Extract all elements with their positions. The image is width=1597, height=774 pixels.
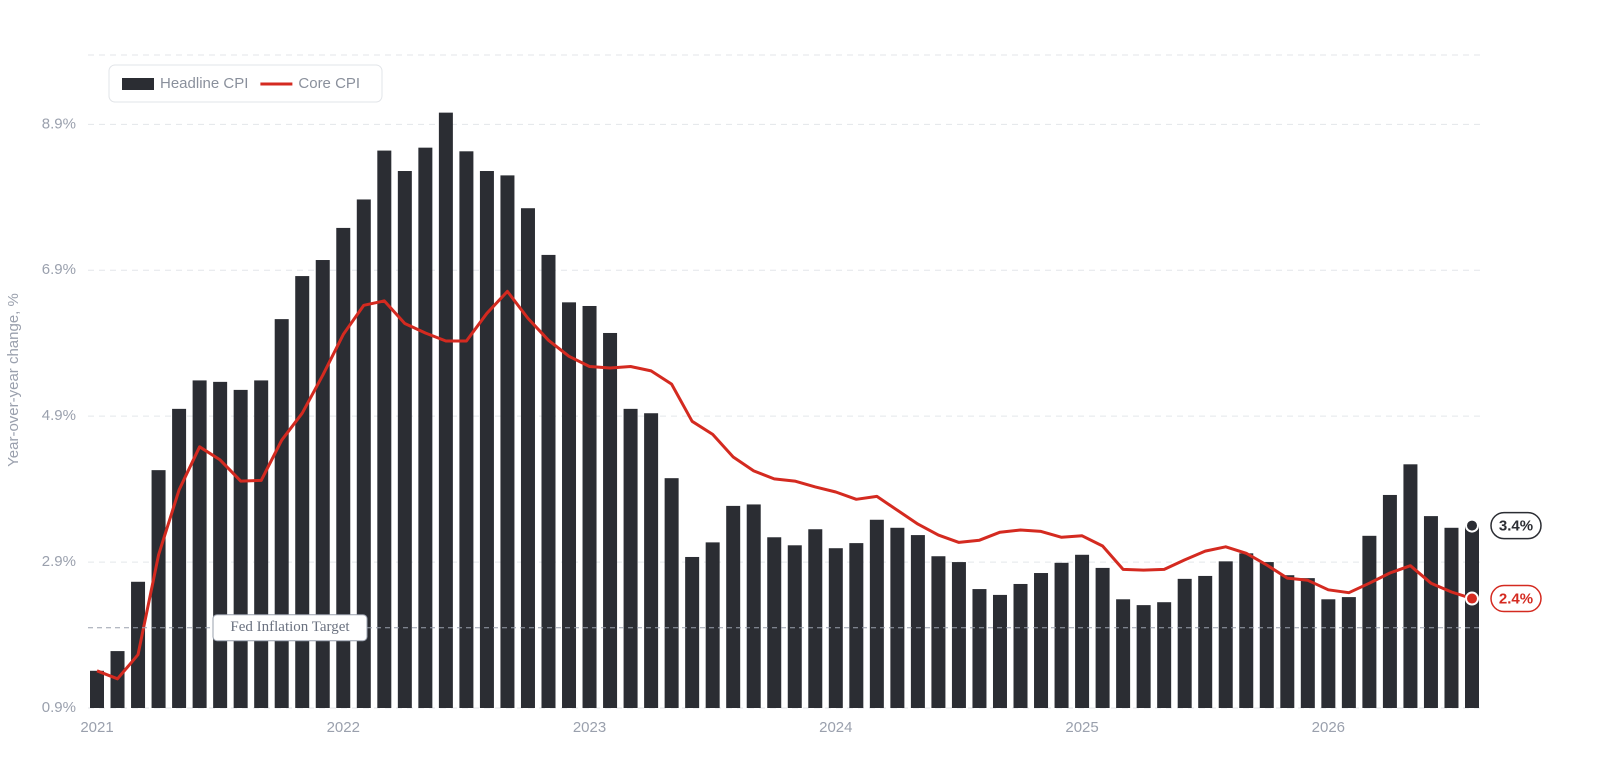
bar xyxy=(233,389,248,708)
bar xyxy=(1280,575,1295,708)
reference-label-box xyxy=(212,614,368,642)
bar xyxy=(890,527,905,708)
bar xyxy=(397,171,412,709)
y-tick-label: 6.9% xyxy=(42,261,76,278)
x-tick-label: 2026 xyxy=(1312,719,1345,736)
bar xyxy=(295,276,310,708)
bar xyxy=(562,302,577,708)
bar xyxy=(356,199,371,708)
bar xyxy=(1300,578,1315,708)
reference-label: Fed Inflation Target xyxy=(230,619,350,635)
bar xyxy=(1116,599,1131,708)
bar xyxy=(767,537,782,708)
bar xyxy=(603,332,618,708)
bar xyxy=(541,254,556,708)
bar xyxy=(438,112,453,709)
bar xyxy=(151,470,166,708)
bar xyxy=(1054,562,1069,708)
x-tick-label: 2025 xyxy=(1065,719,1098,736)
bar xyxy=(1075,554,1090,708)
x-tick-label: 2021 xyxy=(80,719,113,736)
x-tick-label: 2022 xyxy=(327,719,360,736)
x-tick-label: 2024 xyxy=(819,719,852,736)
bar xyxy=(377,150,392,709)
bar xyxy=(90,670,104,708)
bar xyxy=(1465,525,1479,708)
bar xyxy=(336,227,351,709)
bar xyxy=(623,408,638,708)
bar xyxy=(705,542,720,708)
bar xyxy=(131,581,146,708)
bar xyxy=(1136,605,1151,708)
bar xyxy=(931,556,946,708)
bar xyxy=(1341,597,1356,708)
y-tick-label: 0.9% xyxy=(42,699,76,716)
x-tick-label: 2023 xyxy=(573,719,606,736)
bar xyxy=(1198,575,1213,708)
end-label-box xyxy=(1490,511,1542,540)
legend-label: Headline CPI xyxy=(160,75,248,92)
bar xyxy=(1095,567,1110,708)
bar xyxy=(1239,553,1254,708)
bar xyxy=(787,545,802,708)
bar xyxy=(1157,602,1172,708)
legend: Headline CPI Core CPI xyxy=(108,64,383,103)
bar xyxy=(172,408,187,708)
bar xyxy=(910,535,925,708)
bar xyxy=(274,319,289,708)
bar xyxy=(520,208,535,708)
y-tick-label: 2.9% xyxy=(42,553,76,570)
bar xyxy=(1218,561,1233,708)
y-tick-label: 4.9% xyxy=(42,407,76,424)
bar xyxy=(726,505,741,708)
bar xyxy=(479,171,494,709)
bar xyxy=(1444,527,1459,708)
bar xyxy=(1403,464,1418,708)
bar xyxy=(213,381,228,708)
bar xyxy=(808,529,823,708)
bar xyxy=(500,175,515,708)
end-label-box xyxy=(1490,584,1542,613)
bar xyxy=(869,519,884,708)
y-axis-label: Year-over-year change, % xyxy=(5,293,22,467)
legend-swatch xyxy=(122,78,154,90)
bar xyxy=(1034,573,1049,708)
bar xyxy=(1382,494,1397,708)
bar xyxy=(459,151,474,709)
legend-box xyxy=(108,64,383,103)
bar xyxy=(1259,562,1274,708)
bar xyxy=(192,380,207,708)
bar xyxy=(1321,599,1336,708)
bar xyxy=(849,543,864,708)
bar xyxy=(1423,516,1438,708)
bar xyxy=(664,478,679,708)
bar xyxy=(1177,578,1192,708)
bar xyxy=(1013,583,1028,708)
bar xyxy=(685,556,700,708)
bar xyxy=(992,594,1007,708)
legend-label: Core CPI xyxy=(298,75,360,92)
bar xyxy=(951,562,966,708)
bar xyxy=(254,380,269,708)
bar xyxy=(418,147,433,708)
bar xyxy=(644,413,659,708)
end-marker xyxy=(1465,518,1479,533)
end-marker xyxy=(1465,591,1479,606)
bar xyxy=(315,260,330,708)
bar xyxy=(746,504,761,708)
end-label: 3.4% xyxy=(1499,518,1533,535)
bar xyxy=(582,305,597,708)
end-label: 2.4% xyxy=(1499,591,1533,608)
bar xyxy=(972,589,987,708)
line xyxy=(96,289,1473,681)
bar xyxy=(1362,535,1377,708)
y-tick-label: 8.9% xyxy=(42,115,76,132)
